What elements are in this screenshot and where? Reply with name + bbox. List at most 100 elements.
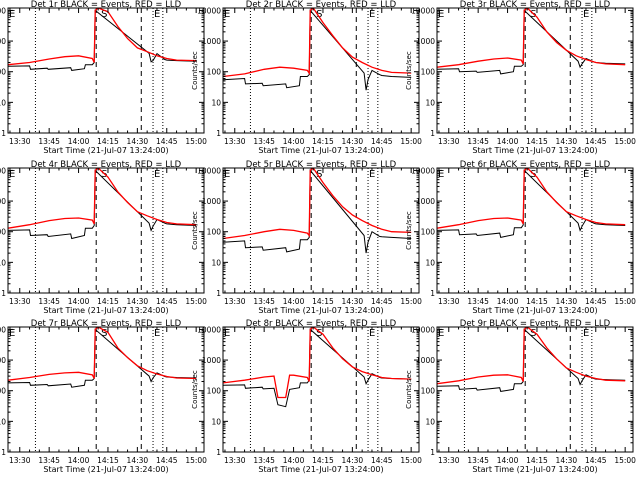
- annotation-label: E: [583, 9, 589, 20]
- x-tick-label: 14:15: [97, 137, 119, 146]
- y-tick-label: 100: [0, 228, 6, 237]
- y-tick-label: 10000: [197, 6, 221, 15]
- y-axis-label: Counts/sec: [191, 370, 199, 409]
- annotation-label: S: [530, 328, 536, 339]
- y-tick-label: 10: [0, 258, 6, 267]
- x-tick-label: 14:00: [283, 137, 305, 146]
- annotation-label: E: [9, 9, 15, 20]
- chart-title: Det 6r BLACK = Events, RED = LLD: [460, 160, 611, 170]
- y-tick-label: 100: [421, 387, 436, 396]
- y-tick-label: 10000: [197, 166, 221, 175]
- x-tick-label: 14:45: [371, 297, 393, 306]
- y-tick-label: 10: [211, 417, 221, 426]
- x-tick-label: 15:00: [400, 456, 422, 465]
- x-tick-label: 13:45: [38, 456, 60, 465]
- x-tick-label: 15:00: [185, 456, 207, 465]
- annotation-label: E: [438, 169, 444, 180]
- annotation-label: E: [224, 328, 230, 339]
- x-axis-label: Start Time (21-Jul-07 13:24:00): [258, 146, 383, 155]
- annotation-label: E: [369, 328, 375, 339]
- annotation-label: E: [224, 169, 230, 180]
- chart-panel: Det 4r BLACK = Events, RED = LLDESE11010…: [0, 160, 207, 315]
- y-tick-label: 10: [0, 98, 6, 107]
- annotation-label: S: [101, 328, 107, 339]
- x-tick-label: 14:30: [556, 297, 578, 306]
- y-tick-label: 10: [425, 98, 435, 107]
- events-rate-line: [223, 9, 412, 91]
- x-tick-label: 13:45: [253, 137, 275, 146]
- x-tick-label: 14:15: [312, 456, 334, 465]
- x-tick-label: 14:30: [556, 137, 578, 146]
- y-tick-label: 1000: [0, 356, 6, 365]
- y-tick-label: 1000: [416, 356, 435, 365]
- y-tick-label: 1: [430, 289, 435, 298]
- annotation-label: E: [224, 9, 230, 20]
- x-tick-label: 14:00: [68, 297, 90, 306]
- x-tick-label: 14:00: [497, 297, 519, 306]
- y-tick-label: 10: [211, 258, 221, 267]
- x-axis-label: Start Time (21-Jul-07 13:24:00): [258, 465, 383, 474]
- plot-frame: [436, 326, 634, 453]
- x-tick-label: 15:00: [400, 297, 422, 306]
- x-axis-label: Start Time (21-Jul-07 13:24:00): [472, 306, 597, 315]
- plot-frame: [7, 167, 205, 294]
- y-axis-label: Counts/sec: [191, 51, 199, 90]
- y-tick-label: 100: [421, 228, 436, 237]
- x-tick-label: 14:45: [585, 297, 607, 306]
- x-tick-label: 13:45: [38, 137, 60, 146]
- y-axis-label: Counts/sec: [405, 211, 413, 250]
- lld-rate-line: [223, 327, 412, 399]
- y-tick-label: 1000: [202, 356, 221, 365]
- y-tick-label: 1: [216, 129, 221, 138]
- annotation-label: E: [583, 169, 589, 180]
- y-tick-label: 1: [216, 448, 221, 457]
- x-axis-label: Start Time (21-Jul-07 13:24:00): [472, 465, 597, 474]
- y-tick-label: 1: [1, 289, 6, 298]
- x-tick-label: 14:45: [371, 137, 393, 146]
- x-tick-label: 14:00: [497, 137, 519, 146]
- x-tick-label: 13:30: [9, 137, 31, 146]
- lld-rate-line: [8, 327, 197, 381]
- y-axis-label: Counts/sec: [405, 370, 413, 409]
- annotation-label: S: [316, 9, 322, 20]
- x-tick-label: 14:30: [342, 297, 364, 306]
- x-tick-label: 14:45: [585, 137, 607, 146]
- x-tick-label: 13:30: [224, 456, 246, 465]
- x-tick-label: 14:00: [68, 456, 90, 465]
- chart-panel: Det 7r BLACK = Events, RED = LLDESE11010…: [0, 319, 207, 474]
- annotation-label: E: [9, 169, 15, 180]
- lld-rate-line: [437, 327, 626, 385]
- x-tick-label: 13:45: [38, 297, 60, 306]
- x-tick-label: 14:15: [97, 456, 119, 465]
- x-tick-label: 14:45: [156, 297, 178, 306]
- lld-rate-line: [8, 8, 197, 66]
- x-tick-label: 13:45: [467, 456, 489, 465]
- x-tick-label: 15:00: [185, 297, 207, 306]
- x-tick-label: 15:00: [614, 456, 636, 465]
- lld-rate-line: [223, 8, 412, 78]
- annotation-label: E: [369, 9, 375, 20]
- x-tick-label: 14:00: [68, 137, 90, 146]
- y-tick-label: 100: [0, 387, 6, 396]
- chart-title: Det 9r BLACK = Events, RED = LLD: [460, 319, 611, 329]
- x-tick-label: 15:00: [185, 137, 207, 146]
- y-tick-label: 10000: [0, 166, 6, 175]
- y-tick-label: 10000: [197, 325, 221, 334]
- annotation-label: E: [369, 169, 375, 180]
- x-tick-label: 13:45: [253, 456, 275, 465]
- plot-frame: [222, 326, 420, 453]
- events-rate-line: [437, 169, 626, 238]
- events-rate-line: [8, 9, 197, 71]
- x-tick-label: 14:30: [556, 456, 578, 465]
- x-tick-label: 14:45: [371, 456, 393, 465]
- plot-frame: [7, 326, 205, 453]
- chart-title: Det 2r BLACK = Events, RED = LLD: [246, 0, 397, 10]
- x-tick-label: 14:45: [156, 456, 178, 465]
- x-tick-label: 14:30: [127, 456, 149, 465]
- x-tick-label: 13:30: [9, 456, 31, 465]
- plot-frame: [7, 7, 205, 134]
- x-axis-label: Start Time (21-Jul-07 13:24:00): [43, 146, 168, 155]
